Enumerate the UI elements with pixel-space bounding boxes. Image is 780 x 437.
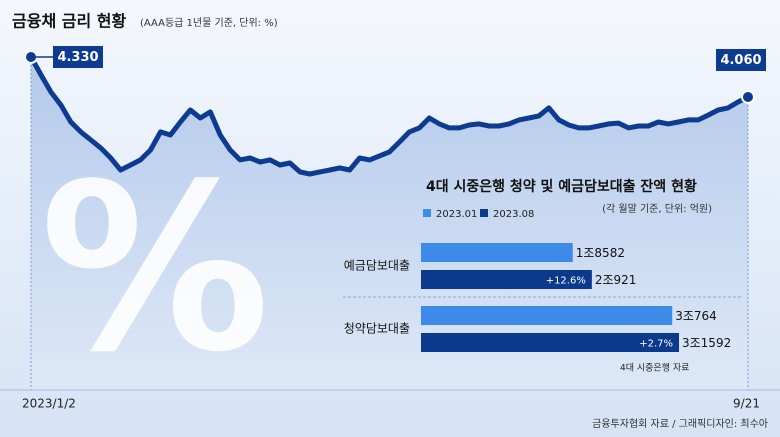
value-label: 3조1592 bbox=[682, 336, 731, 350]
chart-subtitle: (AAA등급 1년물 기준, 단위: %) bbox=[140, 16, 278, 29]
x-tick-label: 2023/1/2 bbox=[22, 397, 76, 411]
x-tick-label: 9/21 bbox=[733, 397, 760, 411]
source: 금융투자협회 자료 / 그래픽디자인: 최수아 bbox=[592, 417, 768, 430]
legend-swatch bbox=[423, 209, 431, 217]
value-label: 1조8582 bbox=[576, 246, 625, 260]
growth-label: +2.7% bbox=[639, 339, 673, 350]
bar bbox=[421, 270, 592, 289]
legend-label: 2023.01 bbox=[436, 209, 477, 220]
end-point bbox=[741, 89, 755, 104]
value-label: 2조921 bbox=[595, 273, 637, 287]
bar bbox=[421, 306, 673, 325]
chart-title: 금융채 금리 현황 bbox=[12, 12, 126, 31]
growth-label: +12.6% bbox=[546, 276, 586, 287]
category-label: 예금담보대출 bbox=[344, 259, 410, 273]
value-label: 3조764 bbox=[675, 309, 717, 323]
line bbox=[28, 55, 750, 177]
value-label: 4.060 bbox=[720, 53, 761, 68]
bar bbox=[421, 333, 679, 352]
legend-label: 2023.08 bbox=[493, 209, 534, 220]
chart-title: 4대 시중은행 청약 및 예금담보대출 잔액 현황 bbox=[426, 178, 697, 195]
category-label: 청약담보대출 bbox=[344, 321, 410, 336]
legend-swatch bbox=[480, 209, 488, 217]
bar bbox=[421, 243, 573, 262]
value-label: 4.330 bbox=[57, 50, 98, 65]
value-label-box bbox=[53, 46, 103, 68]
chart-subtitle: (각 월말 기준, 단위: 억원) bbox=[602, 202, 712, 215]
note: 4대 시중은행 자료 bbox=[620, 362, 689, 374]
value-label-box bbox=[716, 48, 766, 71]
big-percent: % bbox=[40, 136, 270, 403]
